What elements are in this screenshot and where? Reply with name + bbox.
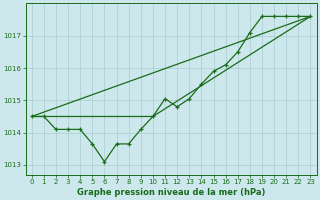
X-axis label: Graphe pression niveau de la mer (hPa): Graphe pression niveau de la mer (hPa) <box>77 188 265 197</box>
